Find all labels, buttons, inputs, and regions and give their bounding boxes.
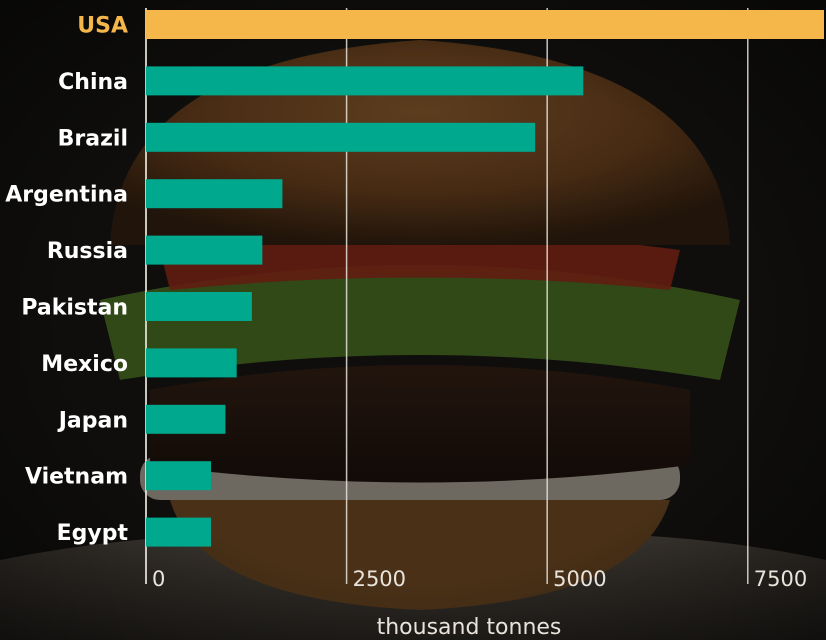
category-label-mexico: Mexico [41,352,128,377]
bar-argentina [146,179,283,209]
category-label-pakistan: Pakistan [21,296,128,321]
bar-vietnam [146,461,211,491]
x-tick-label-2500: 2500 [353,567,406,591]
bar-usa [146,10,824,39]
bar-russia [146,235,263,265]
category-label-usa: USA [77,14,128,39]
category-label-russia: Russia [47,239,128,264]
bar-brazil [146,122,536,152]
x-axis-label: thousand tonnes [377,615,562,640]
category-label-vietnam: Vietnam [25,465,128,490]
x-tick-label-5000: 5000 [553,567,606,591]
category-label-japan: Japan [57,408,128,433]
bar-mexico [146,348,237,378]
category-label-egypt: Egypt [57,521,129,546]
bar-china [146,66,584,96]
bar-japan [146,404,226,434]
x-tick-label-0: 0 [152,567,165,591]
category-label-brazil: Brazil [58,126,128,151]
x-tick-label-7500: 7500 [754,567,807,591]
bar-egypt [146,517,211,547]
bar-pakistan [146,292,252,321]
category-label-argentina: Argentina [5,183,128,208]
category-label-china: China [58,70,128,95]
